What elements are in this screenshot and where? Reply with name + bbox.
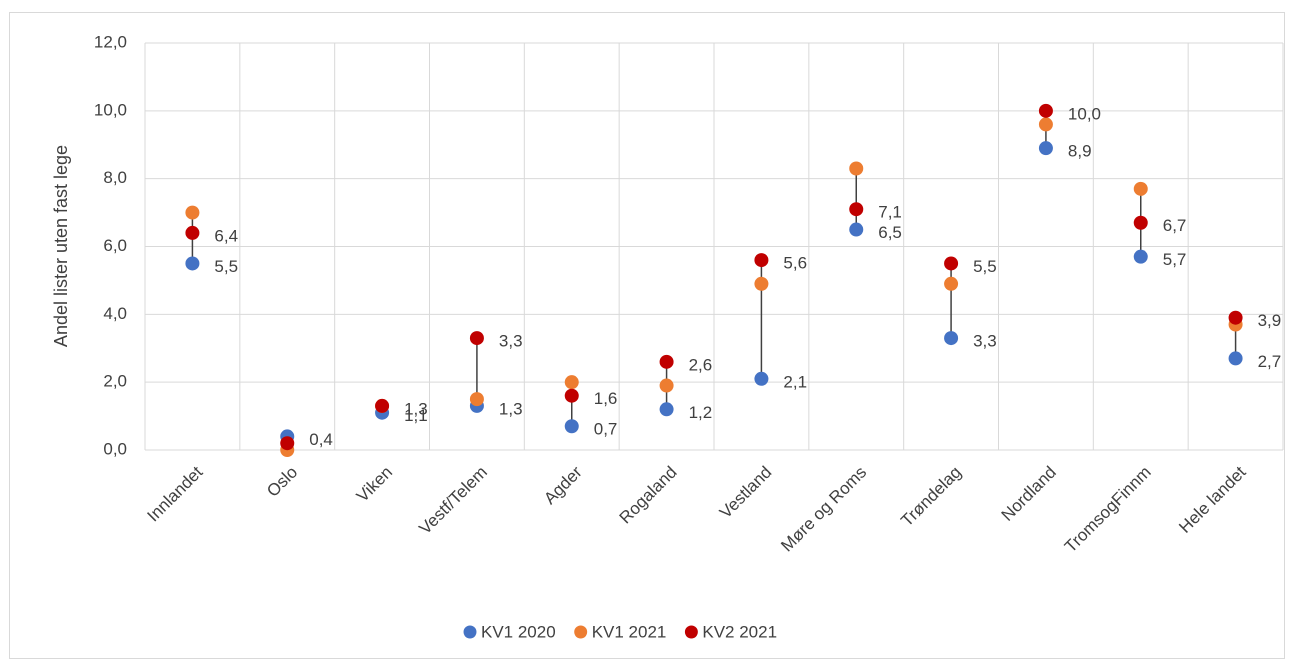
dot bbox=[1133, 181, 1148, 196]
x-tick-label: Møre og Roms bbox=[777, 463, 870, 556]
dot bbox=[1038, 117, 1053, 132]
y-tick-label: 8,0 bbox=[103, 168, 127, 187]
y-tick-label: 2,0 bbox=[103, 372, 127, 391]
dot bbox=[1133, 215, 1148, 230]
dot bbox=[185, 205, 200, 220]
data-label: 2,1 bbox=[783, 372, 807, 391]
legend-label: KV2 2021 bbox=[702, 622, 777, 641]
x-tick-label: Trøndelag bbox=[897, 463, 965, 531]
x-tick-label: Vestf/Telem bbox=[415, 463, 491, 539]
x-tick-label: Vestland bbox=[716, 463, 776, 523]
data-label: 8,9 bbox=[1068, 142, 1092, 161]
dot bbox=[659, 354, 674, 369]
data-label: 6,7 bbox=[1163, 216, 1187, 235]
data-label: 1,3 bbox=[404, 399, 428, 418]
data-label: 2,7 bbox=[1258, 352, 1282, 371]
data-label: 1,3 bbox=[499, 399, 523, 418]
y-tick-label: 4,0 bbox=[103, 304, 127, 323]
dot bbox=[469, 392, 484, 407]
legend-label: KV1 2020 bbox=[481, 622, 556, 641]
dot bbox=[564, 388, 579, 403]
dot bbox=[754, 253, 769, 268]
dot bbox=[754, 276, 769, 291]
y-tick-label: 10,0 bbox=[94, 100, 127, 119]
legend-label: KV1 2021 bbox=[592, 622, 667, 641]
data-label: 5,5 bbox=[214, 257, 238, 276]
data-label: 3,9 bbox=[1258, 311, 1282, 330]
dot bbox=[469, 331, 484, 346]
x-tick-label: Rogaland bbox=[616, 463, 681, 528]
data-label: 2,6 bbox=[689, 355, 713, 374]
dot bbox=[564, 419, 579, 434]
y-axis-label: Andel lister uten fast lege bbox=[51, 145, 71, 347]
dot bbox=[185, 225, 200, 240]
dot bbox=[944, 331, 959, 346]
data-label: 5,7 bbox=[1163, 250, 1187, 269]
x-tick-label: Innlandet bbox=[144, 462, 207, 525]
x-tick-label: Viken bbox=[353, 463, 396, 506]
dot bbox=[1228, 351, 1243, 366]
data-label: 5,6 bbox=[783, 254, 807, 273]
dot bbox=[659, 378, 674, 393]
dot bbox=[375, 398, 390, 413]
data-label: 3,3 bbox=[499, 332, 523, 351]
dot bbox=[564, 375, 579, 390]
dot bbox=[944, 256, 959, 271]
data-label: 0,7 bbox=[594, 420, 618, 439]
dot bbox=[1228, 310, 1243, 325]
x-tick-label: Agder bbox=[540, 462, 586, 508]
legend-swatch bbox=[574, 625, 588, 639]
data-label: 6,5 bbox=[878, 223, 902, 242]
data-label: 5,5 bbox=[973, 257, 997, 276]
dot bbox=[659, 402, 674, 417]
data-label: 1,6 bbox=[594, 389, 618, 408]
dot bbox=[849, 222, 864, 237]
legend-swatch bbox=[684, 625, 698, 639]
dot bbox=[1133, 249, 1148, 264]
dot bbox=[849, 202, 864, 217]
dot bbox=[849, 161, 864, 176]
y-tick-label: 6,0 bbox=[103, 236, 127, 255]
legend-swatch bbox=[463, 625, 477, 639]
data-label: 1,1 bbox=[404, 406, 428, 425]
x-tick-label: Oslo bbox=[263, 463, 301, 501]
data-label: 1,2 bbox=[689, 403, 713, 422]
dot bbox=[944, 276, 959, 291]
data-label: 7,1 bbox=[878, 203, 902, 222]
dot bbox=[185, 256, 200, 271]
dot bbox=[280, 436, 295, 451]
data-label: 10,0 bbox=[1068, 104, 1101, 123]
y-tick-label: 12,0 bbox=[94, 32, 127, 51]
dot bbox=[1038, 103, 1053, 118]
y-tick-label: 0,0 bbox=[103, 439, 127, 458]
dot bbox=[1038, 141, 1053, 156]
x-tick-label: Hele landet bbox=[1175, 462, 1249, 536]
data-label: 3,3 bbox=[973, 332, 997, 351]
dot bbox=[754, 371, 769, 386]
x-tick-label: TromsogFinnm bbox=[1061, 463, 1155, 557]
x-tick-label: Nordland bbox=[998, 463, 1060, 525]
data-label: 0,4 bbox=[309, 430, 333, 449]
data-label: 6,4 bbox=[214, 226, 238, 245]
